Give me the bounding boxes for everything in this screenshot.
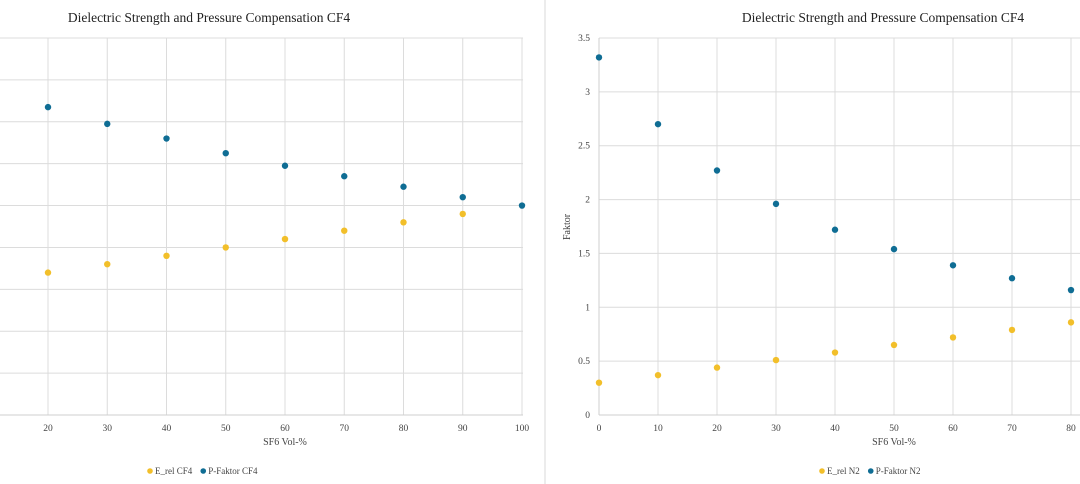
data-point — [890, 341, 898, 349]
x-tick-label: 50 — [221, 424, 231, 434]
data-point — [595, 379, 603, 386]
data-point — [654, 371, 662, 379]
x-tick-label: 70 — [340, 424, 350, 434]
y-tick-label: 0 — [585, 411, 590, 421]
x-tick-label: 10 — [653, 424, 663, 434]
data-point — [1067, 286, 1075, 294]
x-tick-label: 60 — [280, 424, 290, 434]
legend-label: P-Faktor N2 — [876, 466, 921, 476]
data-point — [44, 103, 52, 111]
data-point — [518, 202, 526, 209]
data-point — [400, 183, 407, 190]
series-e-rel-cf4 — [44, 210, 466, 276]
data-point — [831, 349, 839, 356]
chart-title: Dielectric Strength and Pressure Compens… — [742, 10, 1025, 25]
data-point — [890, 245, 898, 253]
chart-cf4: Dielectric Strength and Pressure Compens… — [0, 10, 529, 476]
y-tick-label: 2 — [585, 196, 590, 206]
x-tick-label: 0 — [597, 424, 602, 434]
legend-label: E_rel CF4 — [155, 466, 193, 476]
data-point — [772, 356, 780, 364]
x-axis-label: SF6 Vol-% — [263, 437, 307, 448]
data-point — [222, 149, 229, 157]
data-point — [281, 162, 289, 169]
x-tick-label: 20 — [43, 424, 53, 434]
legend-item: E_rel CF4 — [147, 466, 193, 476]
legend-item: P-Faktor CF4 — [200, 466, 258, 476]
data-point — [163, 252, 170, 260]
x-tick-label: 80 — [399, 424, 409, 434]
series-p-faktor-n2 — [595, 54, 1075, 294]
data-point — [772, 200, 780, 208]
data-point — [1067, 319, 1075, 326]
y-tick-label: 3.5 — [578, 34, 590, 44]
data-point — [595, 54, 603, 61]
x-tick-label: 90 — [458, 424, 468, 434]
y-tick-label: 3 — [585, 88, 590, 98]
legend-marker — [200, 468, 207, 474]
y-tick-label: 2.5 — [578, 142, 590, 152]
y-axis-label: Faktor — [562, 213, 573, 240]
x-tick-label: 100 — [515, 424, 530, 434]
x-tick-label: 80 — [1066, 424, 1076, 434]
x-tick-label: 60 — [948, 424, 958, 434]
x-tick-label: 50 — [889, 424, 899, 434]
data-point — [104, 261, 111, 268]
data-point — [400, 219, 407, 226]
legend-item: P-Faktor N2 — [867, 466, 921, 476]
legend-label: E_rel N2 — [827, 466, 860, 476]
data-point — [713, 364, 721, 371]
y-tick-label: 0.5 — [578, 357, 590, 367]
series-e-rel-n2 — [595, 319, 1075, 386]
data-point — [949, 262, 957, 269]
series-p-faktor-cf4 — [44, 103, 526, 209]
legend-marker — [819, 468, 825, 474]
data-point — [163, 135, 170, 142]
legend-marker — [147, 468, 153, 474]
data-point — [713, 167, 721, 174]
data-point — [341, 173, 348, 180]
x-axis-label: SF6 Vol-% — [872, 437, 916, 448]
y-tick-label: 1 — [585, 303, 590, 313]
x-tick-label: 30 — [103, 424, 113, 434]
chart-n2: Dielectric Strength and Pressure Compens… — [562, 10, 1080, 476]
data-point — [341, 227, 348, 234]
data-point — [831, 226, 839, 233]
x-tick-label: 30 — [771, 424, 781, 434]
data-point — [104, 120, 111, 128]
data-point — [1008, 326, 1016, 334]
data-point — [459, 210, 466, 218]
y-tick-label: 1.5 — [578, 249, 590, 259]
legend-label: P-Faktor CF4 — [208, 466, 258, 476]
x-tick-label: 40 — [162, 424, 172, 434]
x-tick-label: 40 — [830, 424, 840, 434]
legend-item: E_rel N2 — [819, 466, 860, 476]
data-point — [281, 235, 289, 243]
data-point — [654, 120, 662, 128]
chart-title: Dielectric Strength and Pressure Compens… — [68, 10, 351, 25]
x-tick-label: 20 — [712, 424, 722, 434]
data-point — [1008, 275, 1016, 282]
data-point — [44, 269, 52, 276]
x-tick-label: 70 — [1007, 424, 1017, 434]
legend-marker — [867, 468, 874, 474]
data-point — [949, 334, 957, 341]
data-point — [222, 244, 229, 251]
data-point — [459, 193, 466, 201]
